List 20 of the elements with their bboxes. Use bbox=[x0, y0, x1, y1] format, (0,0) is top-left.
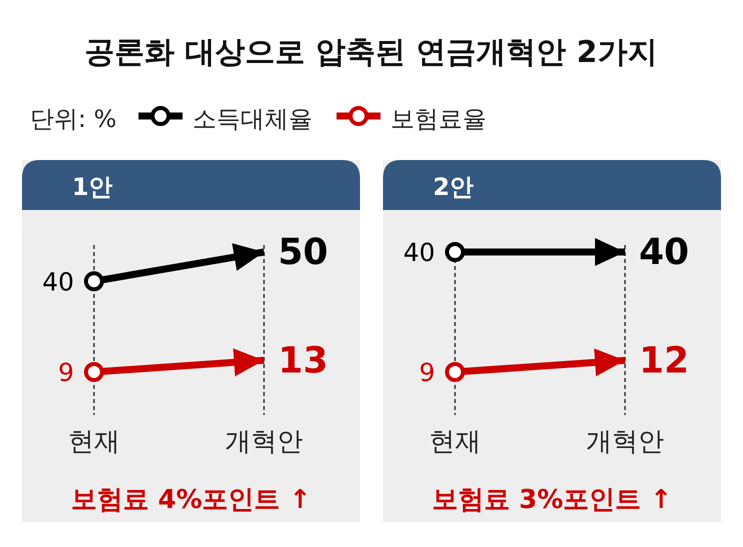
data-label: 40 bbox=[403, 238, 435, 267]
data-label: 50 bbox=[278, 232, 328, 273]
text: 보험료 3%포인트 ↑ bbox=[432, 485, 672, 515]
data-label: 9 bbox=[419, 358, 435, 387]
x-tick-label: 현재 bbox=[68, 427, 120, 457]
x-tick-label: 현재 bbox=[429, 427, 481, 457]
x-tick-label: 개혁안 bbox=[225, 427, 303, 457]
data-label: 13 bbox=[278, 340, 328, 382]
data-label: 40 bbox=[639, 232, 690, 273]
legend-label: 보험료율 bbox=[390, 105, 487, 133]
data-label: 40 bbox=[42, 267, 74, 296]
chart-subtitle: 1안 bbox=[72, 173, 113, 201]
text: 보험료 4%포인트 ↑ bbox=[70, 485, 312, 515]
legend-label: 소득대체율 bbox=[192, 105, 313, 133]
x-tick-label: 개혁안 bbox=[586, 427, 664, 457]
data-label: 12 bbox=[639, 340, 690, 382]
chart-subtitle: 2안 bbox=[433, 173, 474, 201]
chart-title: 공론화 대상으로 압축된 연금개혁안 2가지 bbox=[84, 35, 658, 70]
data-label: 9 bbox=[58, 358, 74, 387]
text: 단위: % bbox=[30, 105, 117, 133]
